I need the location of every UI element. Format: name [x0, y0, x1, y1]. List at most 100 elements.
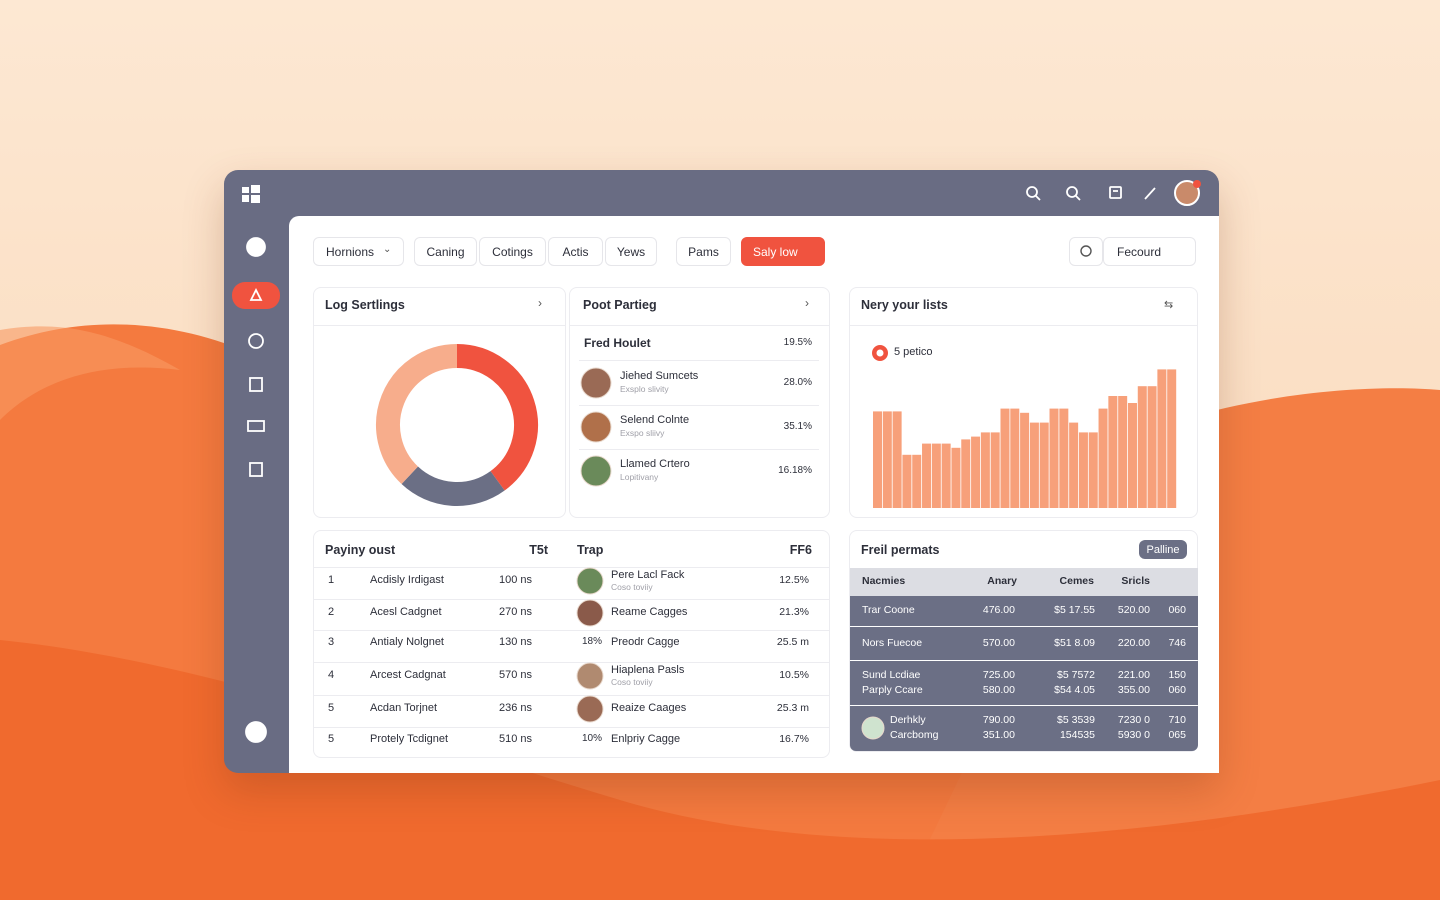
row-value: 10.5%	[779, 669, 809, 681]
table-cell: 7230 0	[1117, 714, 1150, 726]
partner-value: 16.18%	[778, 465, 812, 476]
card	[313, 530, 830, 758]
row-name: Antialy Nolgnet	[370, 636, 444, 648]
row-number: 4	[328, 669, 335, 681]
table-cell: 060	[1168, 604, 1186, 616]
row-value: 570 ns	[499, 669, 533, 681]
row-name: Acdan Torjnet	[370, 702, 438, 714]
card-title: Poot Partieg	[583, 298, 657, 312]
row-name: Enlpriy Cagge	[611, 733, 681, 745]
legend-label: 5 petico	[894, 346, 933, 358]
row-number: 3	[328, 636, 335, 648]
table-cell: 520.00	[1117, 604, 1150, 616]
filter-button[interactable]: Hornions	[313, 237, 404, 266]
row-name: Reame Cagges	[611, 606, 688, 618]
partner-sub: Exsplo slivity	[620, 384, 669, 394]
table-cell: 790.00	[982, 714, 1015, 726]
partner-name: Llamed Crtero	[620, 458, 690, 470]
filter-button[interactable]: Yews	[605, 237, 657, 266]
row-number: 2	[328, 606, 335, 618]
divider	[579, 405, 819, 406]
row-prefix: 18%	[582, 636, 603, 647]
row-name: Acesl Cadgnet	[370, 606, 442, 618]
card-icon: ⇆	[1164, 299, 1174, 311]
chrome-icons	[232, 180, 1201, 743]
table-row	[850, 661, 1198, 705]
card	[313, 287, 566, 518]
row-name: Preodr Cagge	[611, 636, 680, 648]
table-cell: 220.00	[1117, 636, 1150, 649]
table-cell: Carcbomg	[890, 729, 939, 741]
partner-value: 35.1%	[783, 421, 812, 432]
chevron: ›	[805, 296, 809, 310]
table-cell: 476.00	[982, 604, 1015, 616]
table-cell: $51 8.09	[1054, 636, 1095, 649]
filter-button[interactable]: Caning	[414, 237, 477, 266]
list-header-value: 19.5%	[783, 337, 812, 348]
row-value: 270 ns	[499, 606, 533, 618]
row-value: 510 ns	[499, 733, 533, 745]
table-button[interactable]: Palline	[1139, 540, 1187, 559]
table-cell: 060	[1168, 683, 1186, 696]
row-value: 16.7%	[779, 733, 809, 745]
sort-dropdown[interactable]: Fecourd	[1103, 237, 1196, 266]
card	[849, 287, 1198, 518]
row-value: 130 ns	[499, 636, 533, 648]
divider	[313, 661, 830, 663]
row-number: 1	[328, 574, 335, 586]
table-cell: 154535	[1059, 729, 1095, 741]
table-cell: 710	[1168, 714, 1186, 726]
row-value: 21.3%	[779, 606, 809, 618]
divider	[849, 325, 1198, 326]
card-title: Log Sertlings	[325, 298, 405, 312]
table-cell: 355.00	[1117, 683, 1150, 696]
table-cell: $5 7572	[1057, 668, 1095, 681]
partner-name: Jiehed Sumcets	[620, 370, 699, 382]
row-sub: Coso toviiy	[611, 677, 653, 687]
filter-button[interactable]: Pams	[676, 237, 731, 266]
list-header-name: Fred Houlet	[584, 336, 651, 350]
table-row	[850, 627, 1198, 660]
filter-button[interactable]: Actis	[548, 237, 603, 266]
table-row	[850, 706, 1198, 751]
table-column: FF6	[789, 543, 812, 557]
table-header-row	[850, 568, 1198, 596]
partner-sub: Lopitivany	[620, 472, 659, 482]
table-cell: $5 17.55	[1054, 604, 1095, 616]
divider	[313, 726, 830, 728]
table-cell: 351.00	[982, 729, 1015, 741]
dropdown-caret: ⌄	[383, 244, 392, 255]
table-cell: $5 3539	[1057, 714, 1095, 726]
column-header: Anary	[987, 575, 1017, 587]
divider	[313, 694, 830, 696]
table-cell: 725.00	[982, 668, 1015, 681]
card-title: Nery your lists	[861, 298, 948, 312]
table-cell: 746	[1168, 636, 1186, 649]
table-cell: 150	[1168, 668, 1186, 681]
table-cell: Parply Ccare	[862, 683, 923, 696]
row-value: 12.5%	[779, 574, 809, 586]
table-cell: 570.00	[982, 636, 1015, 649]
table-title: Freil permats	[861, 543, 940, 557]
divider	[579, 449, 819, 450]
row-name: Arcest Cadgnat	[370, 669, 446, 681]
divider	[313, 325, 566, 326]
row-number: 5	[328, 702, 335, 714]
table-cell: 5930 0	[1117, 729, 1150, 741]
row-number: 5	[328, 733, 335, 745]
table-cell: 221.00	[1117, 668, 1150, 681]
partner-name: Selend Colnte	[620, 414, 690, 426]
action-button[interactable]: Saly low	[741, 237, 825, 266]
table-cell: 065	[1168, 729, 1186, 741]
search-button[interactable]	[1069, 237, 1103, 266]
row-prefix: 10%	[582, 733, 603, 744]
row-name: Acdisly Irdigast	[370, 574, 444, 586]
divider	[313, 567, 830, 568]
partner-sub: Exspo sliivy	[620, 428, 665, 438]
filter-button[interactable]: Cotings	[479, 237, 546, 266]
row-name: Reaize Caages	[611, 702, 687, 714]
card	[569, 287, 830, 518]
column-header: Cemes	[1059, 575, 1094, 587]
